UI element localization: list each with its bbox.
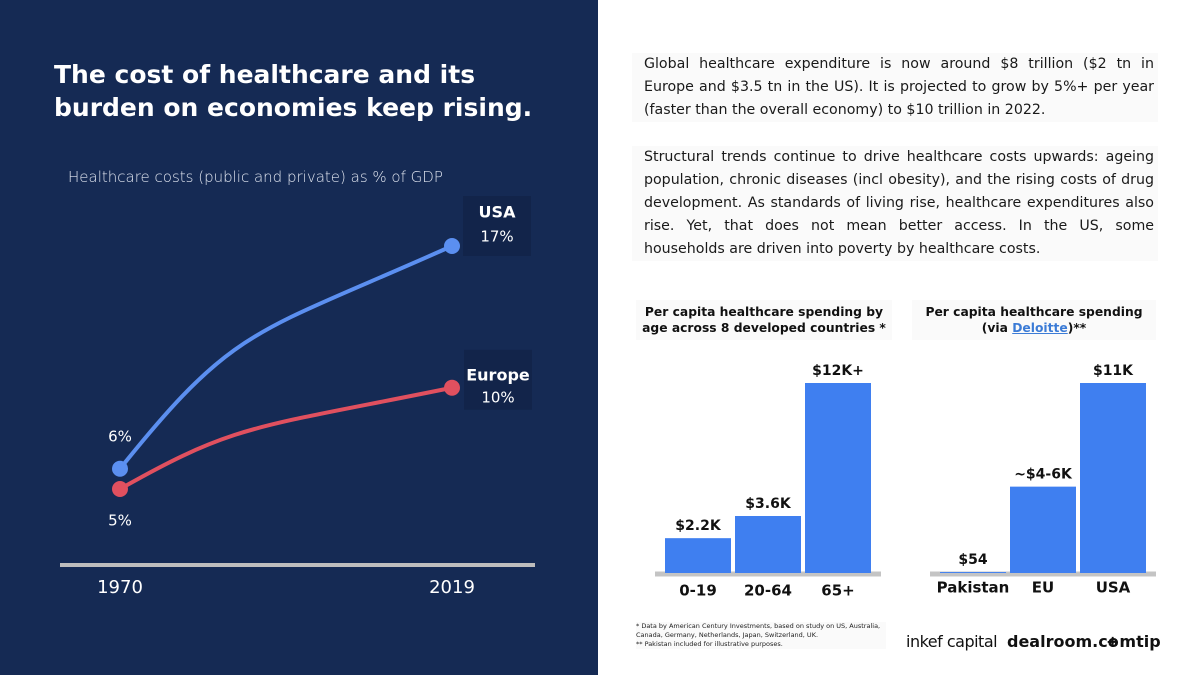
point xyxy=(112,481,128,497)
x-tick-label: 0-19 xyxy=(679,582,717,600)
source-link[interactable]: Deloitte xyxy=(1012,321,1068,335)
line xyxy=(118,244,453,471)
bar xyxy=(665,538,731,573)
x-tick-label: EU xyxy=(1032,579,1054,597)
bar xyxy=(940,572,1006,573)
logo: inkef capital xyxy=(906,632,998,651)
data-label: $12K+ xyxy=(812,363,864,379)
x-tick-label: USA xyxy=(1096,579,1131,597)
x-tick-label: Pakistan xyxy=(937,579,1010,597)
data-label: $11K xyxy=(1093,363,1134,379)
chart-subtitle: Healthcare costs (public and private) as… xyxy=(68,168,443,186)
data-label: $2.2K xyxy=(675,518,722,534)
chart-title: Per capita healthcare spending (via Deloi… xyxy=(912,300,1156,340)
bar xyxy=(735,516,801,573)
paragraph: Structural trends continue to drive heal… xyxy=(632,146,1158,261)
point xyxy=(112,460,128,477)
footnotes: * Data by American Century Investments, … xyxy=(636,622,886,649)
label-box xyxy=(464,349,532,410)
x-tick-label: 65+ xyxy=(821,582,854,600)
left-panel xyxy=(0,0,598,675)
footnote: ** Pakistan included for illustrative pu… xyxy=(636,640,783,648)
data-label: 5% xyxy=(108,512,132,530)
bar xyxy=(1080,383,1146,573)
source-open: (via xyxy=(981,321,1013,335)
legend-label: Europe xyxy=(466,365,530,384)
bar xyxy=(805,383,871,573)
data-label: ~$4-6K xyxy=(1014,467,1073,483)
logo: +mtip xyxy=(1106,632,1161,651)
source-close: )** xyxy=(1067,321,1087,335)
bar xyxy=(1010,486,1076,573)
x-tick-label: 1970 xyxy=(97,577,143,598)
point xyxy=(444,379,460,396)
footnote: * Data by American Century Investments, … xyxy=(636,622,881,639)
point xyxy=(444,238,460,254)
slide-title: The cost of healthcare and its burden on… xyxy=(54,60,533,122)
data-label: 17% xyxy=(480,228,513,246)
line xyxy=(119,385,453,491)
data-label: 6% xyxy=(108,427,132,445)
x-tick-label: 2019 xyxy=(429,577,475,598)
chart-title: Per capita healthcare spending by age ac… xyxy=(636,300,892,340)
logo: dealroom.co xyxy=(1007,632,1119,651)
data-label: $3.6K xyxy=(745,496,792,512)
x-tick-label: 20-64 xyxy=(744,582,792,600)
label-box xyxy=(463,196,531,256)
paragraph: Global healthcare expenditure is now aro… xyxy=(632,53,1158,122)
chart-title: Per capita healthcare spending xyxy=(925,305,1143,319)
data-label: $54 xyxy=(958,552,987,568)
data-label: 10% xyxy=(481,388,514,406)
legend-label: USA xyxy=(479,203,517,222)
